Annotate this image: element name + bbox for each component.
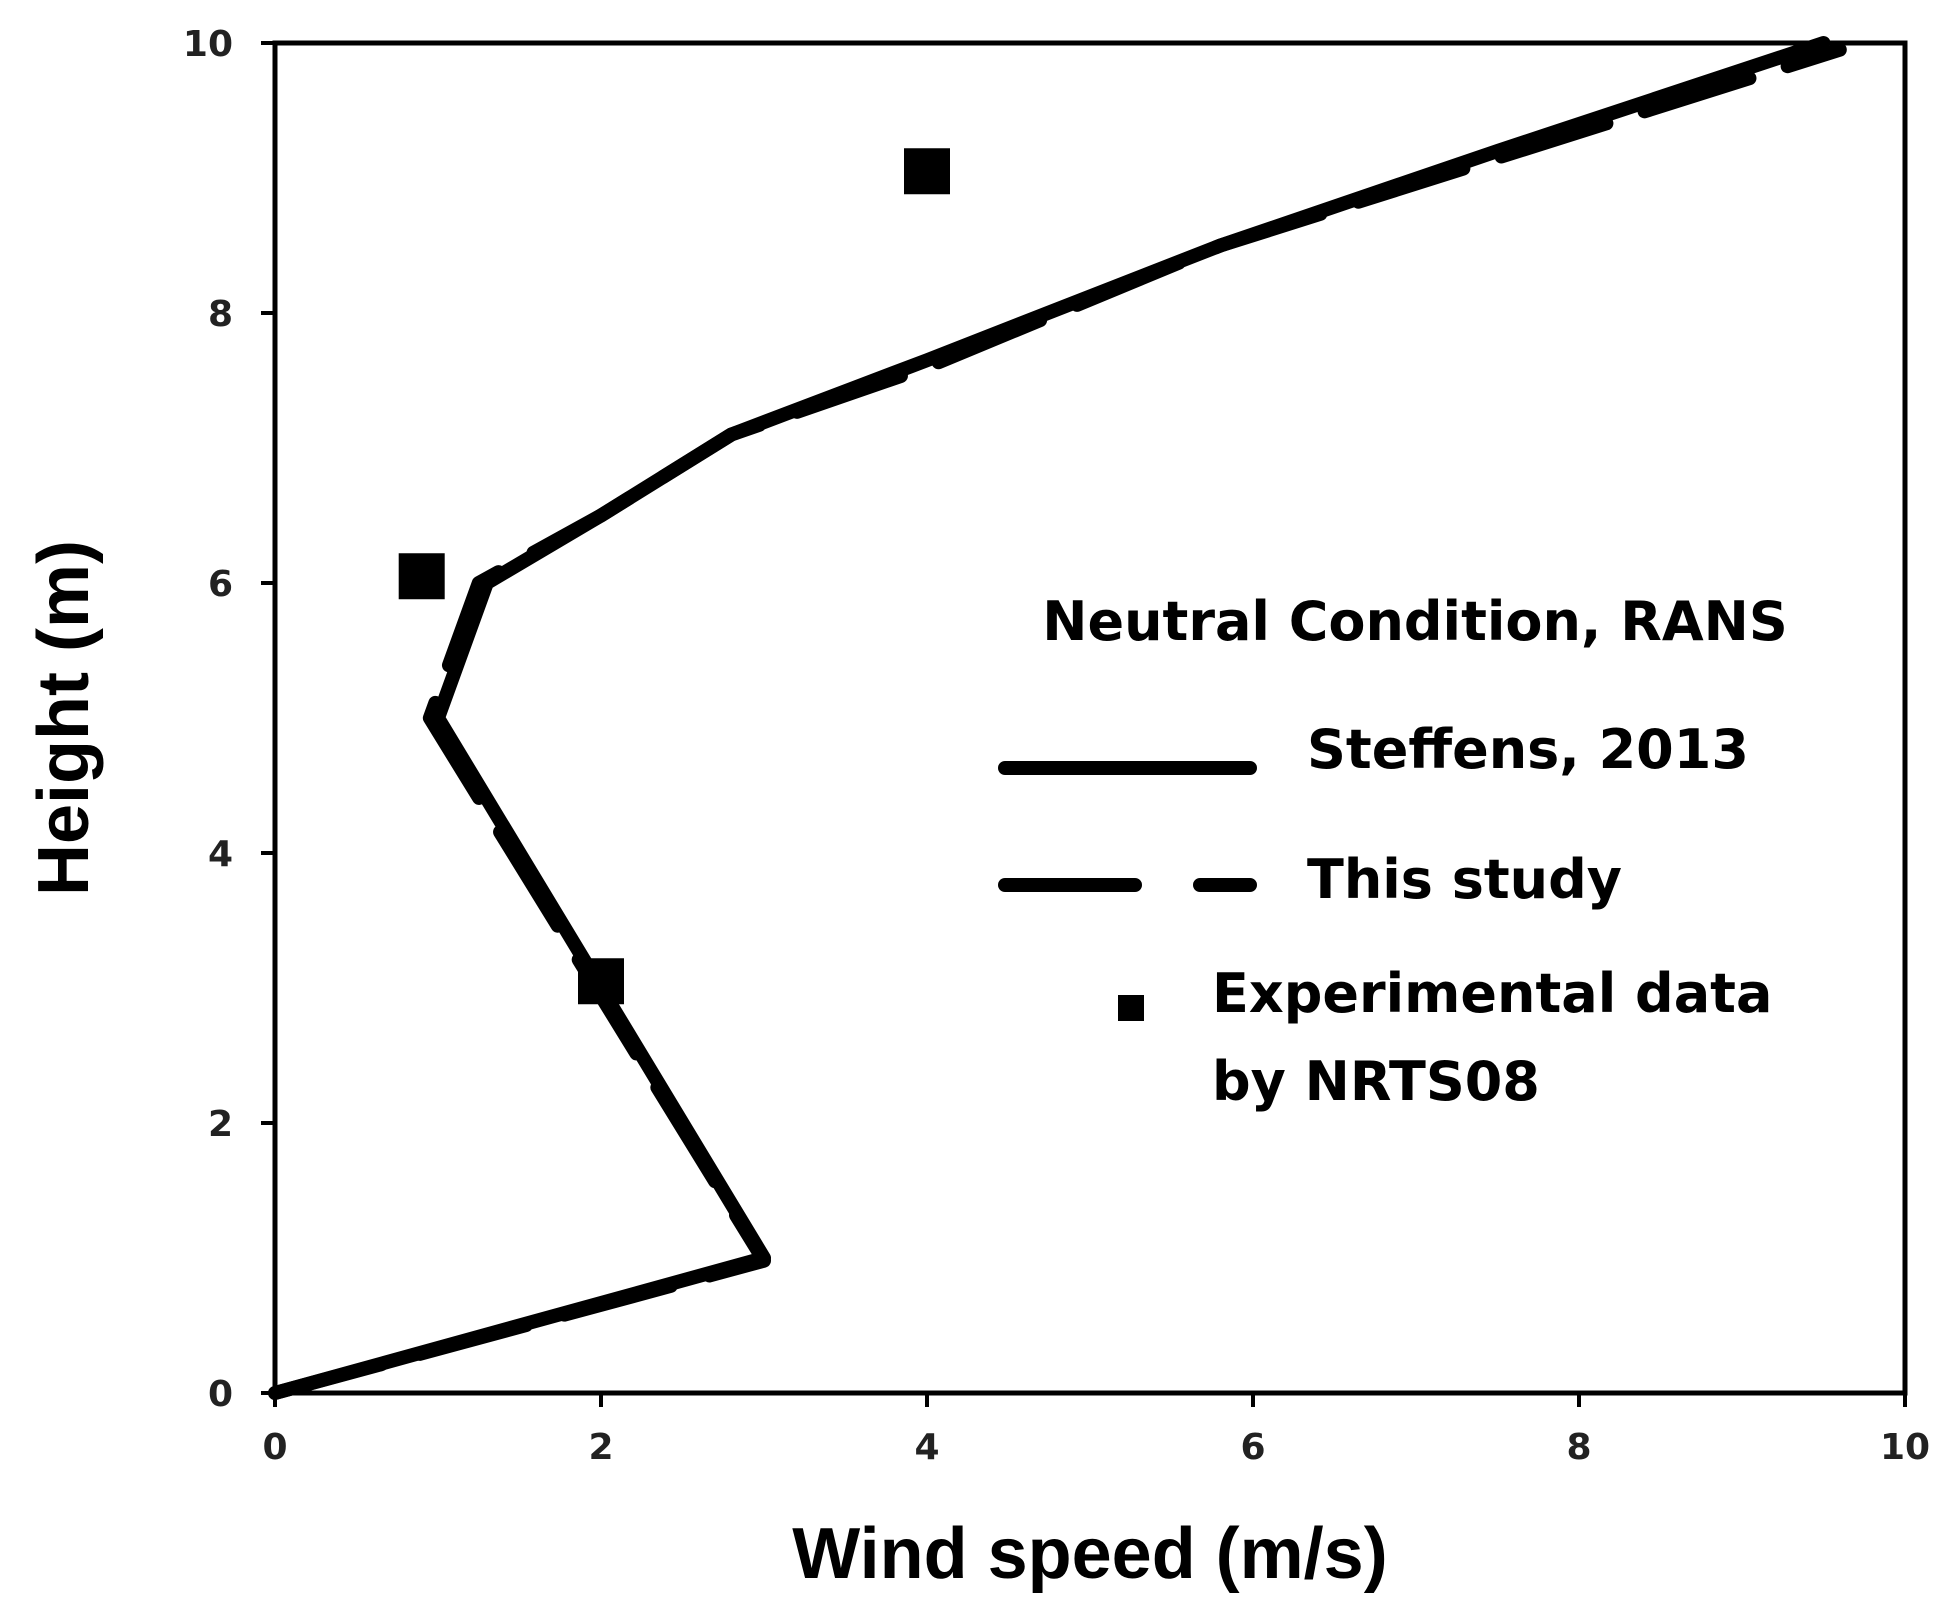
x-tick-label: 10 — [1880, 1427, 1930, 1468]
x-tick-label: 0 — [262, 1427, 287, 1468]
experimental-data-point — [398, 553, 445, 600]
experimental-data-point — [904, 148, 950, 195]
y-tick-label: 8 — [208, 294, 233, 335]
legend-label-steffens: Steffens, 2013 — [1307, 718, 1749, 781]
legend-title: Neutral Condition, RANS — [1042, 590, 1787, 653]
y-axis-title: Height (m) — [24, 540, 104, 896]
y-tick-label: 10 — [183, 24, 233, 65]
legend-swatch-experimental — [1118, 995, 1144, 1021]
y-axis-ticks: 0 2 4 6 8 10 — [183, 24, 275, 1415]
legend-label-experimental: Experimental data — [1212, 962, 1772, 1025]
x-axis-title: Wind speed (m/s) — [792, 1514, 1387, 1594]
x-tick-label: 8 — [1566, 1427, 1591, 1468]
x-axis-ticks: 0 2 4 6 8 10 — [262, 1393, 1930, 1468]
y-tick-label: 2 — [208, 1104, 233, 1145]
x-tick-label: 4 — [914, 1427, 939, 1468]
plot-frame — [272, 40, 1908, 1396]
y-tick-label: 4 — [208, 834, 233, 875]
y-tick-label: 6 — [208, 564, 233, 605]
y-tick-label: 0 — [208, 1374, 233, 1415]
legend: Neutral Condition, RANS Steffens, 2013 T… — [998, 590, 1788, 1113]
x-tick-label: 6 — [1240, 1427, 1265, 1468]
plot-markers — [398, 148, 950, 1005]
x-tick-label: 2 — [588, 1427, 613, 1468]
legend-label-experimental-line2: by NRTS08 — [1212, 1050, 1540, 1113]
legend-label-this-study: This study — [1307, 848, 1622, 911]
experimental-data-point — [578, 958, 624, 1005]
